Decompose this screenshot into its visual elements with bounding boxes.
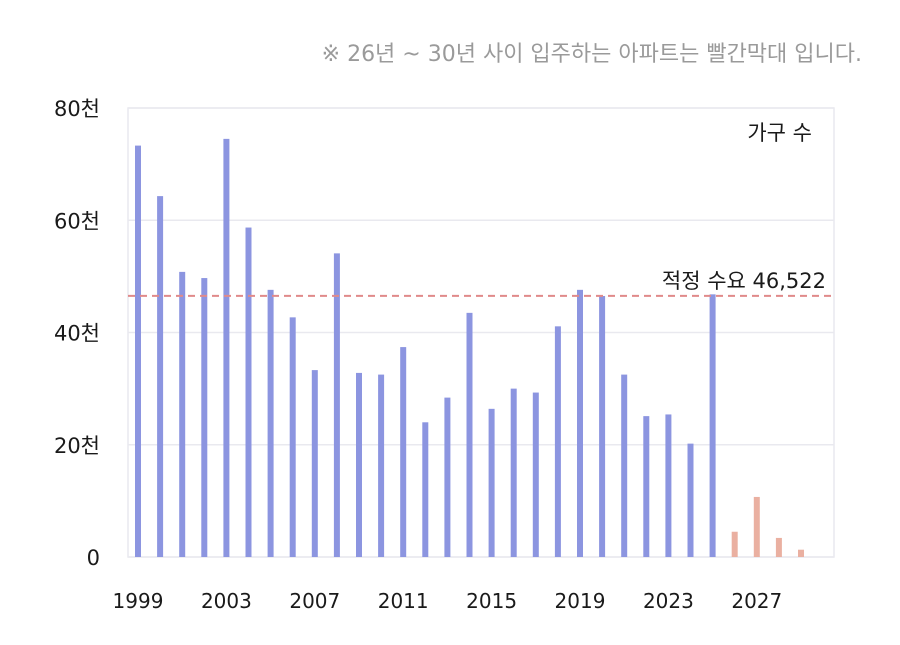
bar-2026 bbox=[731, 531, 738, 557]
bar-1999 bbox=[135, 145, 141, 557]
bar-2006 bbox=[289, 317, 296, 557]
x-tick-label: 2015 bbox=[466, 589, 517, 613]
grid-lines bbox=[127, 107, 835, 558]
bar-2020 bbox=[599, 296, 606, 557]
bar-2010 bbox=[378, 374, 385, 557]
y-tick-label: 40천 bbox=[54, 322, 100, 346]
bar-2005 bbox=[267, 289, 274, 557]
bar-2029 bbox=[798, 549, 804, 557]
bar-2014 bbox=[466, 312, 473, 557]
bar-2018 bbox=[554, 326, 561, 557]
bar-2002 bbox=[201, 278, 208, 557]
bar-2028 bbox=[775, 537, 782, 557]
bar-2012 bbox=[422, 422, 429, 557]
y-tick-label: 60천 bbox=[54, 209, 100, 233]
x-tick-label: 2007 bbox=[289, 589, 340, 613]
bar-2008 bbox=[333, 253, 340, 557]
reference-line-group: 적정 수요 46,522 bbox=[128, 269, 834, 297]
bar-2001 bbox=[179, 271, 186, 557]
bar-2015 bbox=[488, 408, 495, 557]
bar-2009 bbox=[356, 372, 362, 557]
bar-2011 bbox=[400, 347, 407, 557]
bar-2025 bbox=[709, 294, 716, 557]
bar-2000 bbox=[157, 196, 164, 557]
bar-2027 bbox=[753, 496, 760, 557]
x-tick-label: 2027 bbox=[731, 589, 782, 613]
bar-2017 bbox=[532, 392, 539, 557]
x-tick-label: 2003 bbox=[201, 589, 252, 613]
x-tick-label: 2011 bbox=[378, 589, 429, 613]
reference-line-label: 적정 수요 46,522 bbox=[662, 269, 826, 293]
bar-2013 bbox=[444, 397, 451, 557]
y-axis-ticks: 0 20천 40천 60천 80천 bbox=[54, 97, 100, 570]
x-axis-ticks: 1999 2003 2007 2011 2015 2019 2023 2027 bbox=[113, 589, 783, 613]
legend-label: 가구 수 bbox=[747, 121, 812, 145]
bar-2022 bbox=[643, 416, 650, 557]
bar-2007 bbox=[311, 370, 318, 557]
bar-2023 bbox=[665, 414, 672, 557]
bar-2016 bbox=[510, 388, 517, 557]
chart-note: ※ 26년 ~ 30년 사이 입주하는 아파트는 빨간막대 입니다. bbox=[321, 42, 862, 67]
x-tick-label: 1999 bbox=[113, 589, 164, 613]
bar-2004 bbox=[245, 227, 252, 557]
bar-2003 bbox=[223, 138, 230, 557]
x-tick-label: 2019 bbox=[555, 589, 606, 613]
bar-2024 bbox=[687, 443, 694, 557]
y-tick-label: 20천 bbox=[54, 434, 100, 458]
x-tick-label: 2023 bbox=[643, 589, 694, 613]
y-tick-label: 80천 bbox=[54, 97, 100, 121]
y-tick-label: 0 bbox=[87, 546, 100, 570]
bar-2021 bbox=[621, 374, 628, 557]
bar-2019 bbox=[577, 289, 583, 557]
bars bbox=[135, 138, 804, 557]
